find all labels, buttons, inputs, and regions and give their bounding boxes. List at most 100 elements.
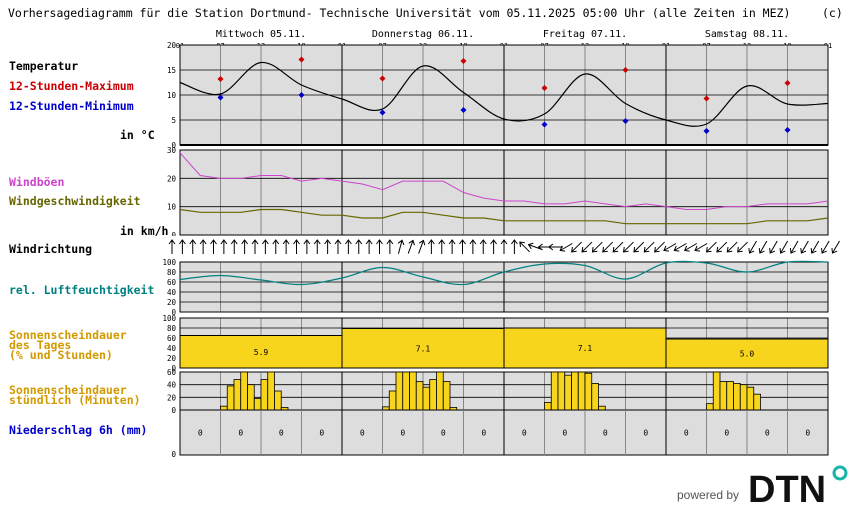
- wind-arrow: [282, 239, 290, 254]
- wind-arrow: [261, 239, 269, 254]
- sun-hour-bar: [233, 379, 242, 411]
- sun-hour-bar: [395, 371, 404, 411]
- wind-arrow: [210, 239, 217, 254]
- sun-hour-bar: [429, 379, 437, 411]
- wind-tick: 20: [167, 174, 177, 183]
- copyright: (c): [822, 6, 843, 20]
- day-label: Donnerstag 06.11.: [372, 29, 474, 40]
- wind-arrow: [344, 239, 352, 254]
- sun-hour-tick: 20: [167, 393, 177, 402]
- sun-hour-bar: [598, 405, 606, 411]
- sun-hour-bar: [422, 386, 431, 411]
- wind-arrow: [716, 241, 728, 253]
- label-gust: Windböen: [9, 175, 65, 189]
- wind-arrow: [789, 240, 799, 254]
- wind-arrow: [748, 240, 757, 254]
- wind-arrow: [241, 239, 249, 254]
- wind-arrow: [469, 239, 477, 254]
- sun-hour-bar: [402, 371, 410, 411]
- humidity-line: [179, 260, 829, 286]
- precip-value: 0: [603, 429, 608, 438]
- day-label: Samstag 08.11.: [705, 29, 789, 40]
- sun-hour-bar: [253, 398, 262, 411]
- wind-arrow: [769, 240, 778, 254]
- wind-arrow: [683, 243, 698, 252]
- max-point: [379, 75, 386, 82]
- wind-arrow: [220, 239, 228, 254]
- min-point: [379, 109, 386, 116]
- wind-arrow: [726, 241, 738, 253]
- humidity-tick: 100: [162, 258, 176, 267]
- sun-hour-bar: [226, 385, 235, 411]
- humidity-tick: 0: [171, 308, 176, 317]
- precip-value: 0: [441, 429, 446, 438]
- wind-arrow: [168, 239, 176, 254]
- chart-title: Vorhersagediagramm für die Station Dortm…: [8, 6, 791, 20]
- temperature-tick: 10: [167, 91, 177, 100]
- sun-hour-bar: [409, 371, 417, 411]
- sun-hour-bar: [240, 371, 248, 411]
- wind-arrow: [519, 241, 531, 253]
- sun-day-tick: 40: [167, 344, 177, 353]
- wind-arrow: [737, 241, 748, 253]
- dtn-logo: DTN: [748, 465, 848, 507]
- label-min: 12-Stunden-Minimum: [9, 99, 134, 113]
- precip-value: 0: [805, 429, 810, 438]
- sun-hour-tick: 40: [167, 381, 177, 390]
- wind-arrow: [438, 239, 446, 254]
- sun-hour-bar: [753, 393, 761, 411]
- sun-hour-bar: [220, 405, 228, 411]
- sun-hour-bar: [247, 384, 255, 411]
- wind-arrow: [448, 239, 456, 254]
- precip-value: 0: [562, 429, 567, 438]
- sun-hour-bar: [577, 371, 586, 411]
- sun-hour-bar: [274, 390, 282, 411]
- wind-arrow: [427, 239, 435, 254]
- wind-arrow: [500, 239, 508, 254]
- wind-arrow: [293, 239, 300, 254]
- sun-hour-bar: [733, 382, 741, 411]
- precip-value: 0: [198, 429, 203, 438]
- precip-value: 0: [481, 429, 486, 438]
- sun-day-tick: 60: [167, 334, 177, 343]
- temperature-tick: 0: [171, 141, 176, 150]
- dtn-logo-dot: [832, 465, 848, 481]
- wind-tick: 30: [167, 146, 177, 155]
- sun-day-value: 7.1: [578, 344, 593, 353]
- wind-arrow: [189, 239, 197, 254]
- wind-arrow: [633, 241, 645, 253]
- max-point: [784, 80, 791, 86]
- precip-value: 0: [279, 429, 284, 438]
- precip-value: 0: [765, 429, 770, 438]
- sun-day-tick: 80: [167, 324, 177, 333]
- dtn-logo-text: DTN: [748, 469, 826, 507]
- min-point: [217, 94, 224, 101]
- sun-hour-bar: [436, 371, 444, 411]
- max-point: [217, 76, 224, 82]
- sun-day-bar: [503, 327, 667, 369]
- wind-arrow: [602, 241, 614, 253]
- sun-hour-tick: 60: [167, 368, 177, 377]
- precip-value: 0: [238, 429, 243, 438]
- label-sun-day-1: Sonnenscheindauer: [9, 328, 127, 342]
- sun-hour-bar: [442, 381, 451, 411]
- wind-arrow: [313, 239, 321, 254]
- wind-arrow: [654, 241, 665, 253]
- wind-arrow: [303, 239, 311, 254]
- min-point: [784, 127, 791, 133]
- precip-value: 0: [684, 429, 689, 438]
- sun-day-value: 7.1: [416, 344, 431, 353]
- label-temperature: Temperatur: [9, 59, 79, 73]
- label-wind: Windgeschwindigkeit: [9, 194, 141, 208]
- wind-arrow: [694, 243, 708, 252]
- label-precip: Niederschlag 6h (mm): [9, 423, 148, 437]
- max-point: [622, 67, 629, 73]
- humidity-tick: 80: [167, 268, 177, 277]
- sun-day-value: 5.9: [254, 348, 269, 357]
- sun-hour-bar: [557, 371, 566, 411]
- wind-arrow: [418, 239, 426, 254]
- wind-arrow: [705, 241, 717, 253]
- sun-day-tick: 100: [162, 314, 176, 323]
- sun-day-value: 5.0: [740, 350, 755, 359]
- wind-arrow: [758, 240, 768, 254]
